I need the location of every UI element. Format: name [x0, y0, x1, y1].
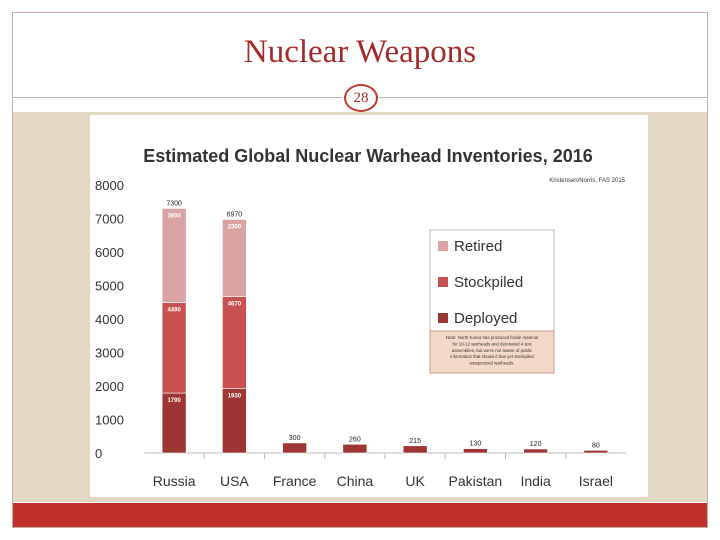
- page-number-badge: 28: [344, 84, 378, 112]
- bar-segment-deployed: [161, 392, 187, 454]
- y-tick-label: 7000: [95, 212, 124, 227]
- total-label: 260: [349, 436, 361, 443]
- x-tick-label: UK: [405, 473, 425, 489]
- total-label: 300: [289, 435, 301, 442]
- note-line: for 10-12 warheads and detonated 4 test: [452, 341, 532, 346]
- title-divider-right: [378, 97, 708, 98]
- chart: Estimated Global Nuclear Warhead Invento…: [95, 146, 626, 489]
- slide-title: Nuclear Weapons: [243, 34, 477, 70]
- bar-segment-deployed: [402, 445, 428, 454]
- total-label: 7300: [166, 200, 182, 207]
- y-tick-label: 5000: [95, 279, 124, 294]
- note-box: [429, 330, 555, 374]
- slide-frame: [12, 12, 708, 528]
- note-line: Note: North Korea has produced fissile m…: [446, 335, 538, 340]
- bar-segment-retired: [222, 219, 247, 297]
- note-line: information that shows it has yet stockp…: [450, 354, 534, 359]
- legend-label: Deployed: [454, 310, 517, 327]
- y-tick-label: 2000: [95, 379, 124, 394]
- total-label: 130: [470, 441, 482, 448]
- title-divider-left: [12, 97, 342, 98]
- chart-legend: Retired Stockpiled Deployed Note: North Kor…: [429, 229, 555, 374]
- y-tick-label: 4000: [95, 312, 124, 327]
- y-tick-label: 3000: [95, 346, 124, 361]
- segment-label: 2300: [228, 225, 242, 231]
- bar-segment-deployed: [282, 442, 307, 454]
- y-tick-label: 6000: [95, 245, 124, 260]
- note-text: Note: North Korea has produced fissile m…: [446, 335, 538, 366]
- footer-band: [13, 503, 707, 527]
- bar-segment-retired: [161, 208, 187, 303]
- x-tick-label: India: [520, 473, 551, 489]
- y-tick-label: 1000: [95, 413, 124, 428]
- bar-segment-deployed: [583, 450, 609, 454]
- total-label: 6970: [227, 212, 243, 219]
- x-tick-label: China: [337, 473, 374, 489]
- bar-segment-deployed: [342, 443, 368, 454]
- note-line: weaponized warheads.: [470, 361, 515, 366]
- total-label: 120: [530, 441, 542, 448]
- y-tick-label: 0: [95, 446, 102, 461]
- legend-label: Stockpiled: [454, 274, 523, 291]
- legend-swatch: [438, 313, 448, 323]
- legend-swatch: [438, 241, 448, 251]
- bar-segment-stockpiled: [161, 302, 187, 394]
- segment-label: 2800: [167, 213, 181, 219]
- x-tick-label: Pakistan: [449, 473, 503, 489]
- legend-label: Retired: [454, 238, 502, 255]
- bar-segment-stockpiled: [222, 296, 247, 389]
- x-tick-label: USA: [220, 473, 249, 489]
- bar-segment-deployed: [463, 448, 488, 454]
- legend-swatch: [438, 277, 448, 287]
- total-label: 80: [592, 442, 600, 449]
- segment-label: 4670: [228, 302, 242, 308]
- bar-segment-deployed: [523, 448, 548, 454]
- segment-label: 1930: [228, 393, 242, 399]
- x-tick-label: France: [273, 473, 317, 489]
- y-tick-label: 8000: [95, 178, 124, 193]
- x-tick-label: Russia: [153, 473, 196, 489]
- chart-source: Kristensen/Norris, FAS 2015: [549, 178, 625, 184]
- x-tick-label: Israel: [579, 473, 613, 489]
- bar-segment-deployed: [222, 388, 247, 454]
- total-label: 215: [409, 438, 421, 445]
- chart-panel: Estimated Global Nuclear Warhead Invento…: [90, 115, 648, 497]
- segment-label: 1790: [167, 398, 181, 404]
- chart-title: Estimated Global Nuclear Warhead Invento…: [143, 146, 593, 166]
- note-line: assemblies, but we're not aware of publi…: [452, 348, 533, 353]
- segment-label: 4490: [167, 308, 181, 314]
